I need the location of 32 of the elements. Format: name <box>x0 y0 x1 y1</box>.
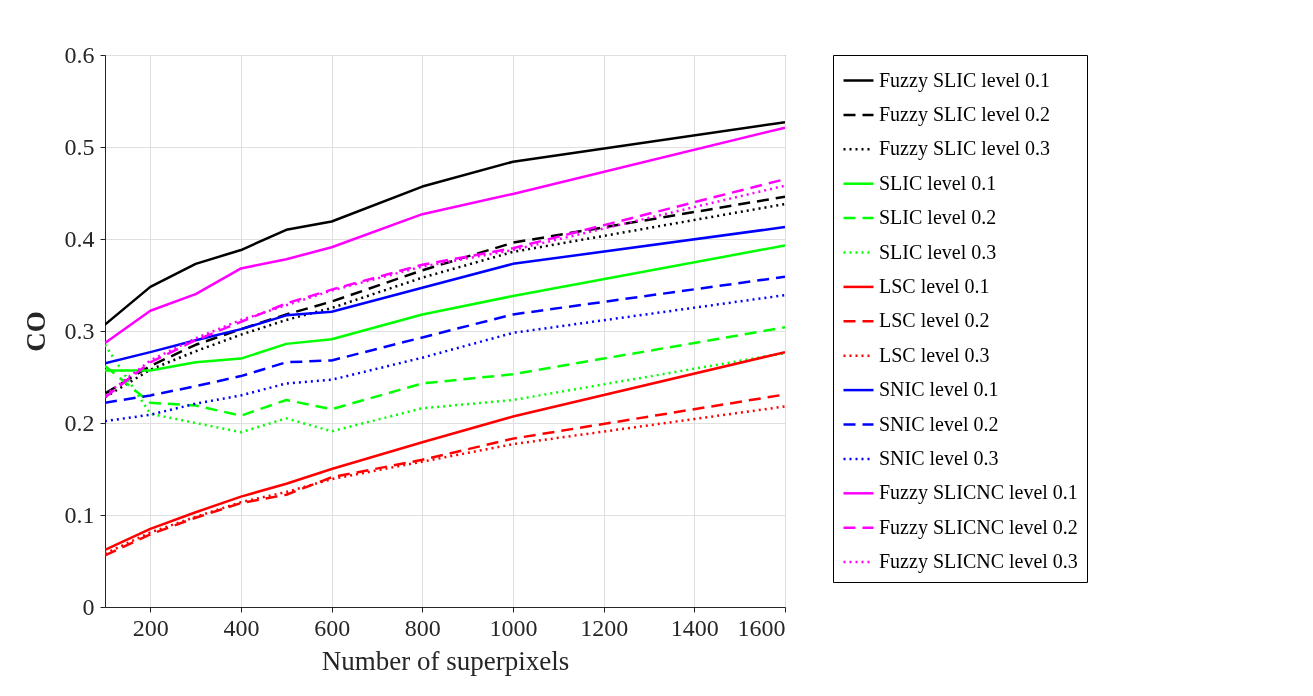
legend-label: SNIC level 0.1 <box>879 378 999 401</box>
legend-label: Fuzzy SLICNC level 0.1 <box>879 481 1078 505</box>
legend-label: Fuzzy SLIC level 0.2 <box>879 102 1051 126</box>
x-tick-label: 1000 <box>489 614 538 641</box>
y-tick-label: 0.5 <box>64 133 95 160</box>
legend-label: LSC level 0.1 <box>879 274 990 297</box>
x-tick-label: 800 <box>404 614 441 641</box>
x-tick-label: 1400 <box>670 614 719 641</box>
legend-label: Fuzzy SLICNC level 0.2 <box>879 515 1078 539</box>
x-tick-label: 200 <box>132 614 169 641</box>
x-axis-title: Number of superpixels <box>321 645 570 676</box>
y-tick-label: 0.3 <box>64 317 95 344</box>
legend-label: Fuzzy SLICNC level 0.3 <box>879 550 1078 574</box>
x-tick-label: 400 <box>223 614 260 641</box>
legend-label: SNIC level 0.3 <box>879 446 999 469</box>
x-tick-label: 1200 <box>580 614 629 641</box>
legend-label: SLIC level 0.1 <box>879 171 997 194</box>
legend-label: Fuzzy SLIC level 0.1 <box>879 68 1051 92</box>
legend-label: SLIC level 0.3 <box>879 240 997 263</box>
x-tick-label: 1600 <box>737 614 786 641</box>
legend-label: SNIC level 0.2 <box>879 412 999 435</box>
y-tick-label: 0 <box>82 593 95 620</box>
y-tick-label: 0.1 <box>64 501 95 528</box>
legend-label: Fuzzy SLIC level 0.3 <box>879 137 1051 161</box>
x-tick-label: 600 <box>314 614 351 641</box>
y-tick-label: 0.2 <box>64 409 95 436</box>
y-axis-title: CO <box>20 311 51 352</box>
y-tick-label: 0.4 <box>64 225 95 252</box>
y-tick-label: 0.6 <box>64 41 95 68</box>
legend-label: SLIC level 0.2 <box>879 206 997 229</box>
legend-label: LSC level 0.2 <box>879 309 990 332</box>
legend-label: LSC level 0.3 <box>879 343 990 366</box>
